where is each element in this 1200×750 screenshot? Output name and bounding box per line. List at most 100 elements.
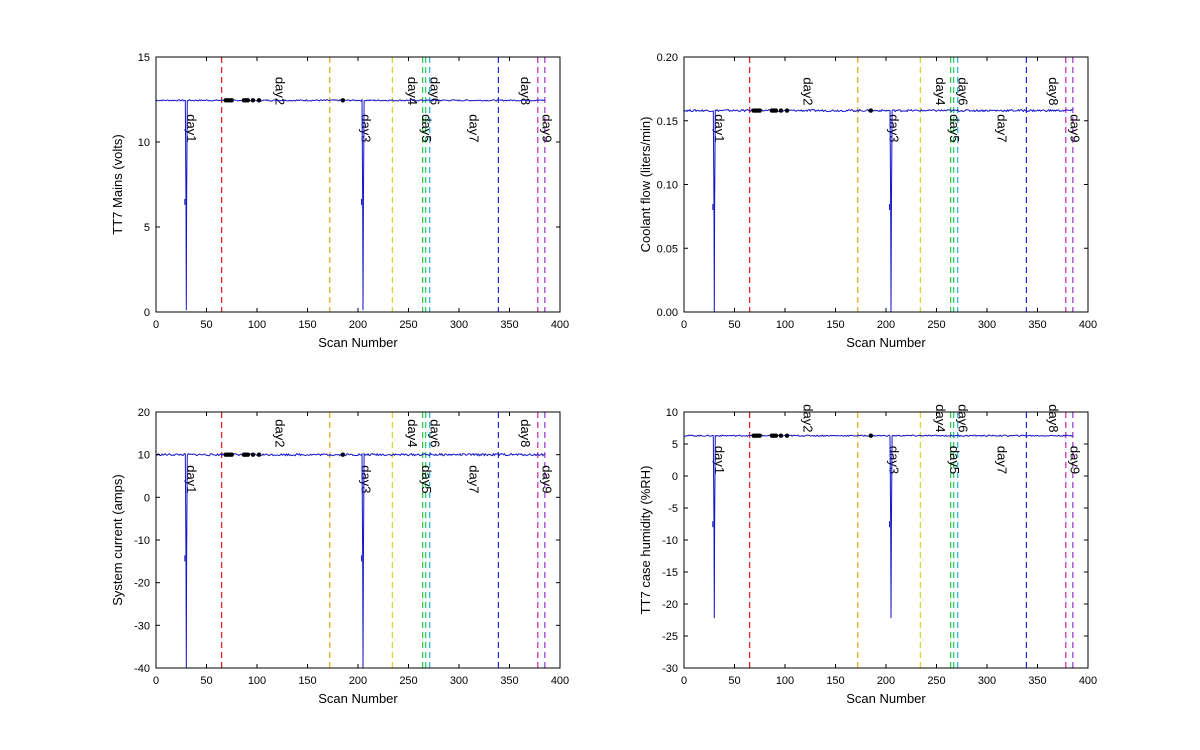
day-label: day9 xyxy=(539,114,554,142)
day-label: day1 xyxy=(712,114,727,142)
data-point xyxy=(773,433,779,438)
y-tick-label: 20 xyxy=(138,407,150,419)
day-label: day6 xyxy=(955,77,970,105)
day-label: day3 xyxy=(887,446,902,474)
day-label: day8 xyxy=(518,77,533,105)
y-axis-label: Coolant flow (liters/min) xyxy=(638,117,653,253)
day-label: day2 xyxy=(273,419,288,447)
y-tick-label: 10 xyxy=(666,407,678,419)
day-label: day4 xyxy=(405,419,420,447)
x-tick-label: 350 xyxy=(1028,675,1046,687)
x-tick-label: 300 xyxy=(450,319,468,331)
data-point xyxy=(229,452,234,457)
y-tick-label: -10 xyxy=(134,535,150,547)
panel-system-current: day1 day2 day3 day4 day5 day6 day7 day8 day9 0 50 1… xyxy=(110,407,569,706)
y-tick-label: -25 xyxy=(662,631,678,643)
x-tick-label: 400 xyxy=(1079,319,1097,331)
day-label: day6 xyxy=(427,77,442,105)
y-tick-label: 0.05 xyxy=(657,243,678,255)
day-label: day2 xyxy=(801,404,816,432)
day-label: day5 xyxy=(947,114,962,142)
x-tick-label: 150 xyxy=(826,675,844,687)
data-point xyxy=(245,98,251,103)
day-label: day2 xyxy=(273,77,288,105)
data-point xyxy=(868,108,874,113)
x-tick-label: 100 xyxy=(776,319,794,331)
day-label: day4 xyxy=(405,77,420,105)
y-tick-label: 10 xyxy=(138,137,150,149)
series-line xyxy=(683,434,1073,619)
data-point xyxy=(778,108,784,113)
y-tick-label: 0 xyxy=(144,492,150,504)
plot-area xyxy=(156,57,560,312)
x-tick-label: 200 xyxy=(877,675,895,687)
y-tick-label: -15 xyxy=(662,567,678,579)
x-axis-label: Scan Number xyxy=(318,335,398,350)
data-point xyxy=(340,452,346,457)
data-point xyxy=(340,98,346,103)
x-tick-label: 350 xyxy=(500,319,518,331)
day-label: day7 xyxy=(467,465,482,493)
y-tick-label: -30 xyxy=(134,620,150,632)
x-tick-label: 50 xyxy=(728,675,740,687)
day-label: day8 xyxy=(1046,77,1061,105)
day-label: day6 xyxy=(955,404,970,432)
day-label: day1 xyxy=(712,446,727,474)
x-tick-label: 0 xyxy=(681,319,687,331)
x-tick-label: 150 xyxy=(298,319,316,331)
data-point xyxy=(250,98,256,103)
day-label: day9 xyxy=(1067,446,1082,474)
data-point xyxy=(784,108,790,113)
day-label: day9 xyxy=(539,465,554,493)
data-point xyxy=(245,452,251,457)
y-tick-label: -10 xyxy=(662,535,678,547)
x-tick-label: 400 xyxy=(551,675,569,687)
x-tick-label: 250 xyxy=(927,675,945,687)
y-tick-label: -30 xyxy=(662,663,678,675)
y-axis-label: System current (amps) xyxy=(110,474,125,605)
y-tick-label: 5 xyxy=(672,439,678,451)
panel-coolant-flow: day1 day2 day3 day4 day5 day6 day7 day8 day9 0 50 1… xyxy=(638,52,1097,350)
x-tick-label: 200 xyxy=(349,319,367,331)
y-tick-label: 0.15 xyxy=(657,116,678,128)
series-line xyxy=(155,452,545,669)
x-tick-label: 250 xyxy=(927,319,945,331)
day-label: day1 xyxy=(184,114,199,142)
day-label: day9 xyxy=(1067,114,1082,142)
y-tick-label: -20 xyxy=(134,578,150,590)
x-tick-label: 50 xyxy=(728,319,740,331)
y-tick-label: 0 xyxy=(672,471,678,483)
x-axis-label: Scan Number xyxy=(846,691,926,706)
data-point xyxy=(757,108,762,113)
y-tick-label: -20 xyxy=(662,599,678,611)
data-point xyxy=(773,108,779,113)
series-line xyxy=(683,108,1073,313)
x-axis-label: Scan Number xyxy=(318,691,398,706)
y-tick-label: 5 xyxy=(144,222,150,234)
y-tick-label: 0 xyxy=(144,307,150,319)
x-tick-label: 300 xyxy=(978,319,996,331)
plot-area xyxy=(684,412,1088,668)
y-tick-label: 0.00 xyxy=(657,307,678,319)
x-tick-label: 100 xyxy=(248,675,266,687)
x-tick-label: 400 xyxy=(551,319,569,331)
day-label: day6 xyxy=(427,419,442,447)
day-label: day7 xyxy=(995,114,1010,142)
x-tick-label: 350 xyxy=(500,675,518,687)
x-tick-label: 250 xyxy=(399,319,417,331)
y-tick-label: 0.10 xyxy=(657,180,678,192)
data-point xyxy=(757,433,762,438)
x-tick-label: 300 xyxy=(978,675,996,687)
y-tick-label: 15 xyxy=(138,52,150,64)
y-tick-label: -5 xyxy=(668,503,678,515)
y-tick-label: 10 xyxy=(138,450,150,462)
day-label: day4 xyxy=(933,77,948,105)
plot-area xyxy=(684,57,1088,312)
day-label: day2 xyxy=(801,77,816,105)
x-tick-label: 0 xyxy=(153,319,159,331)
x-tick-label: 50 xyxy=(200,675,212,687)
day-label: day3 xyxy=(359,114,374,142)
y-tick-label: -40 xyxy=(134,663,150,675)
day-label: day4 xyxy=(933,404,948,432)
